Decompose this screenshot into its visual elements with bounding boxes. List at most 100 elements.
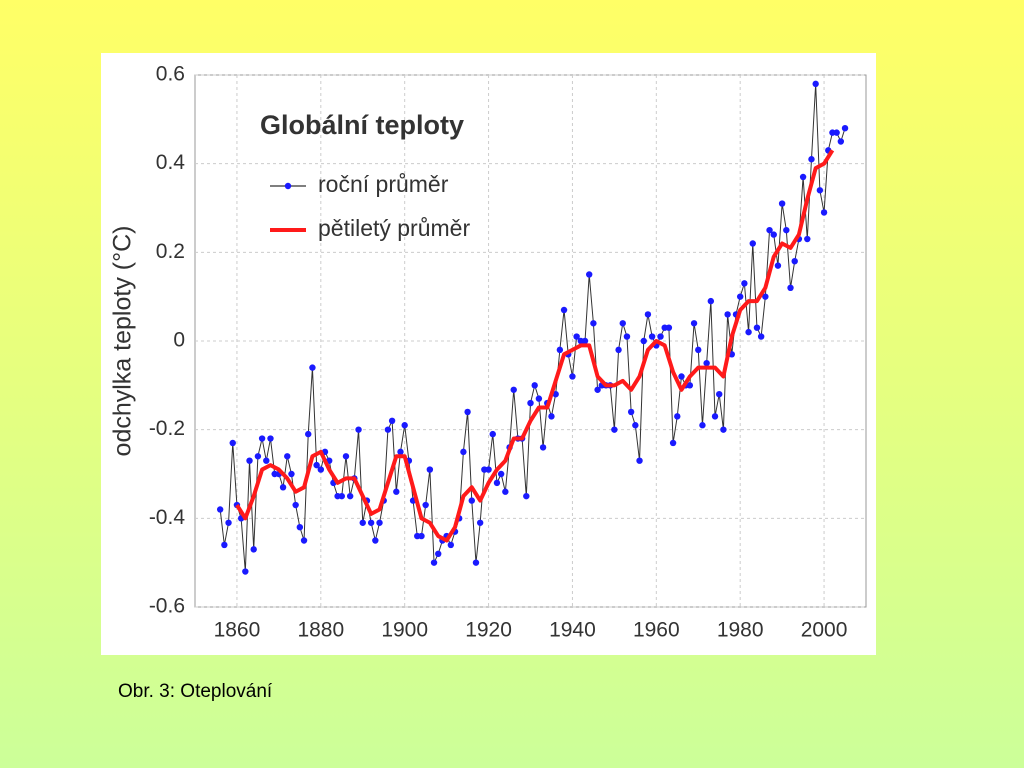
data-point [309,364,316,371]
data-point [426,466,434,473]
data-point [460,448,467,456]
y-tick-label: 0.6 [156,63,185,86]
data-point [686,382,694,389]
data-point [783,226,790,234]
data-point [342,453,350,460]
data-point [284,453,291,460]
data-point [288,470,295,478]
data-point [485,466,492,473]
data-point [263,457,270,464]
data-point [502,488,509,495]
data-point [627,408,635,416]
x-tick-label: 1960 [633,619,680,642]
y-tick-label: 0 [173,329,185,352]
data-point [422,501,429,509]
data-point [225,519,232,526]
data-point [464,408,471,416]
data-point [527,399,534,407]
data-point [246,457,253,464]
data-point [699,422,706,429]
data-point [216,506,224,513]
data-point [468,497,475,504]
x-tick-label: 1980 [717,619,764,642]
data-point [787,284,794,291]
data-point [447,541,455,549]
x-tick-label: 1900 [381,619,428,642]
data-point [762,293,769,300]
data-point [674,413,681,420]
data-point [388,417,396,424]
data-point [573,333,580,340]
data-point [623,333,631,340]
data-point [640,337,647,345]
data-point [841,125,849,132]
data-point [804,235,811,243]
data-point [539,444,547,451]
data-point [778,200,786,207]
y-tick-label: 0.4 [156,151,186,174]
data-point [493,479,501,487]
y-tick-label: -0.6 [149,595,185,618]
data-point [820,209,828,216]
data-point [258,435,266,442]
data-point [397,448,404,456]
data-point [586,271,593,278]
data-point [678,373,685,380]
data-point [657,333,664,340]
data-point [741,280,748,287]
data-point [367,519,375,526]
data-point [393,488,400,495]
data-point [497,470,505,478]
data-point [279,484,287,491]
data-point [594,386,601,393]
data-point [401,422,408,429]
data-point [535,395,543,402]
data-point [636,457,643,464]
data-point [724,311,731,318]
data-point [489,430,496,438]
data-point [267,435,274,442]
data-point [774,262,782,269]
data-point [766,226,773,234]
x-tick-label: 1880 [297,619,344,642]
data-point [837,138,845,145]
data-point [560,306,568,314]
data-point [292,501,299,509]
data-point [510,386,517,393]
data-point [720,426,727,433]
data-point [476,519,484,526]
data-point [736,293,744,300]
data-point [296,524,304,531]
data-point [695,346,702,354]
data-point [611,426,618,433]
data-point [250,546,257,553]
data-point [745,328,752,336]
series-line [235,149,835,543]
data-point [346,492,354,500]
data-point [376,519,383,526]
y-axis-label: odchylka teploty (°C) [109,226,137,457]
data-point [665,324,673,331]
data-point [812,80,819,88]
data-point [749,240,756,247]
data-point [472,559,480,566]
data-point [757,333,765,340]
data-point [372,537,379,544]
data-point [703,359,710,367]
lines [216,80,849,575]
data-point [648,333,656,340]
x-tick-label: 1920 [465,619,512,642]
data-point [590,320,597,327]
y-tick-label: 0.2 [156,240,185,263]
y-tick-label: -0.2 [149,417,185,440]
data-point [615,346,622,354]
data-point [690,320,698,327]
data-point [317,466,325,473]
legend-label: pětiletý průměr [318,215,470,241]
data-point [229,439,236,447]
x-tick-label: 1940 [549,619,596,642]
legend-label: roční průměr [318,171,449,197]
data-point [435,550,442,557]
